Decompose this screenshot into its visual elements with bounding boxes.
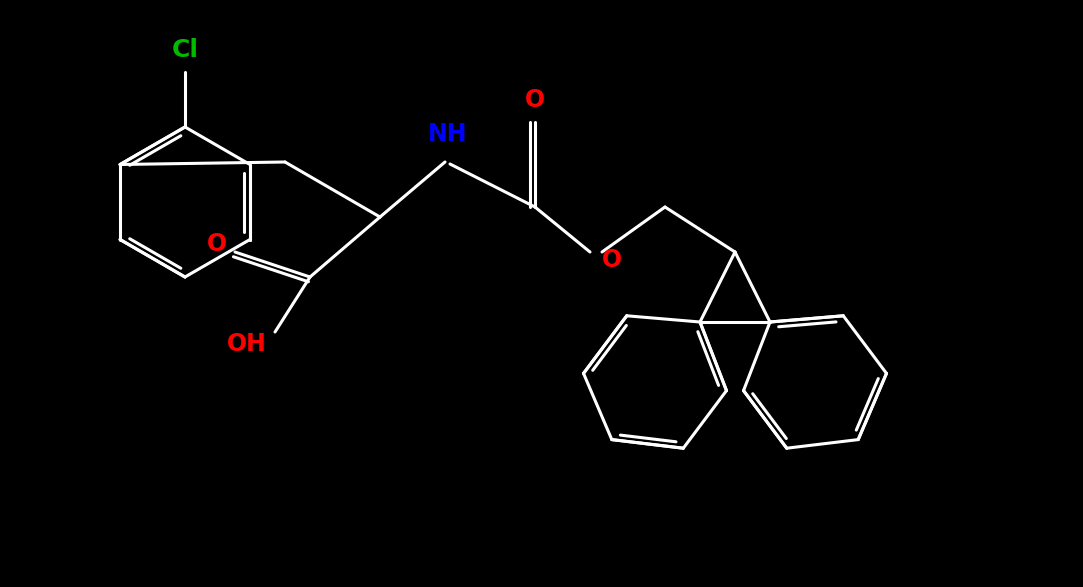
Text: O: O xyxy=(525,88,545,112)
Text: Cl: Cl xyxy=(171,38,198,62)
Text: OH: OH xyxy=(227,332,266,356)
Text: NH: NH xyxy=(428,122,468,146)
Text: O: O xyxy=(602,248,622,272)
Text: O: O xyxy=(207,232,227,256)
